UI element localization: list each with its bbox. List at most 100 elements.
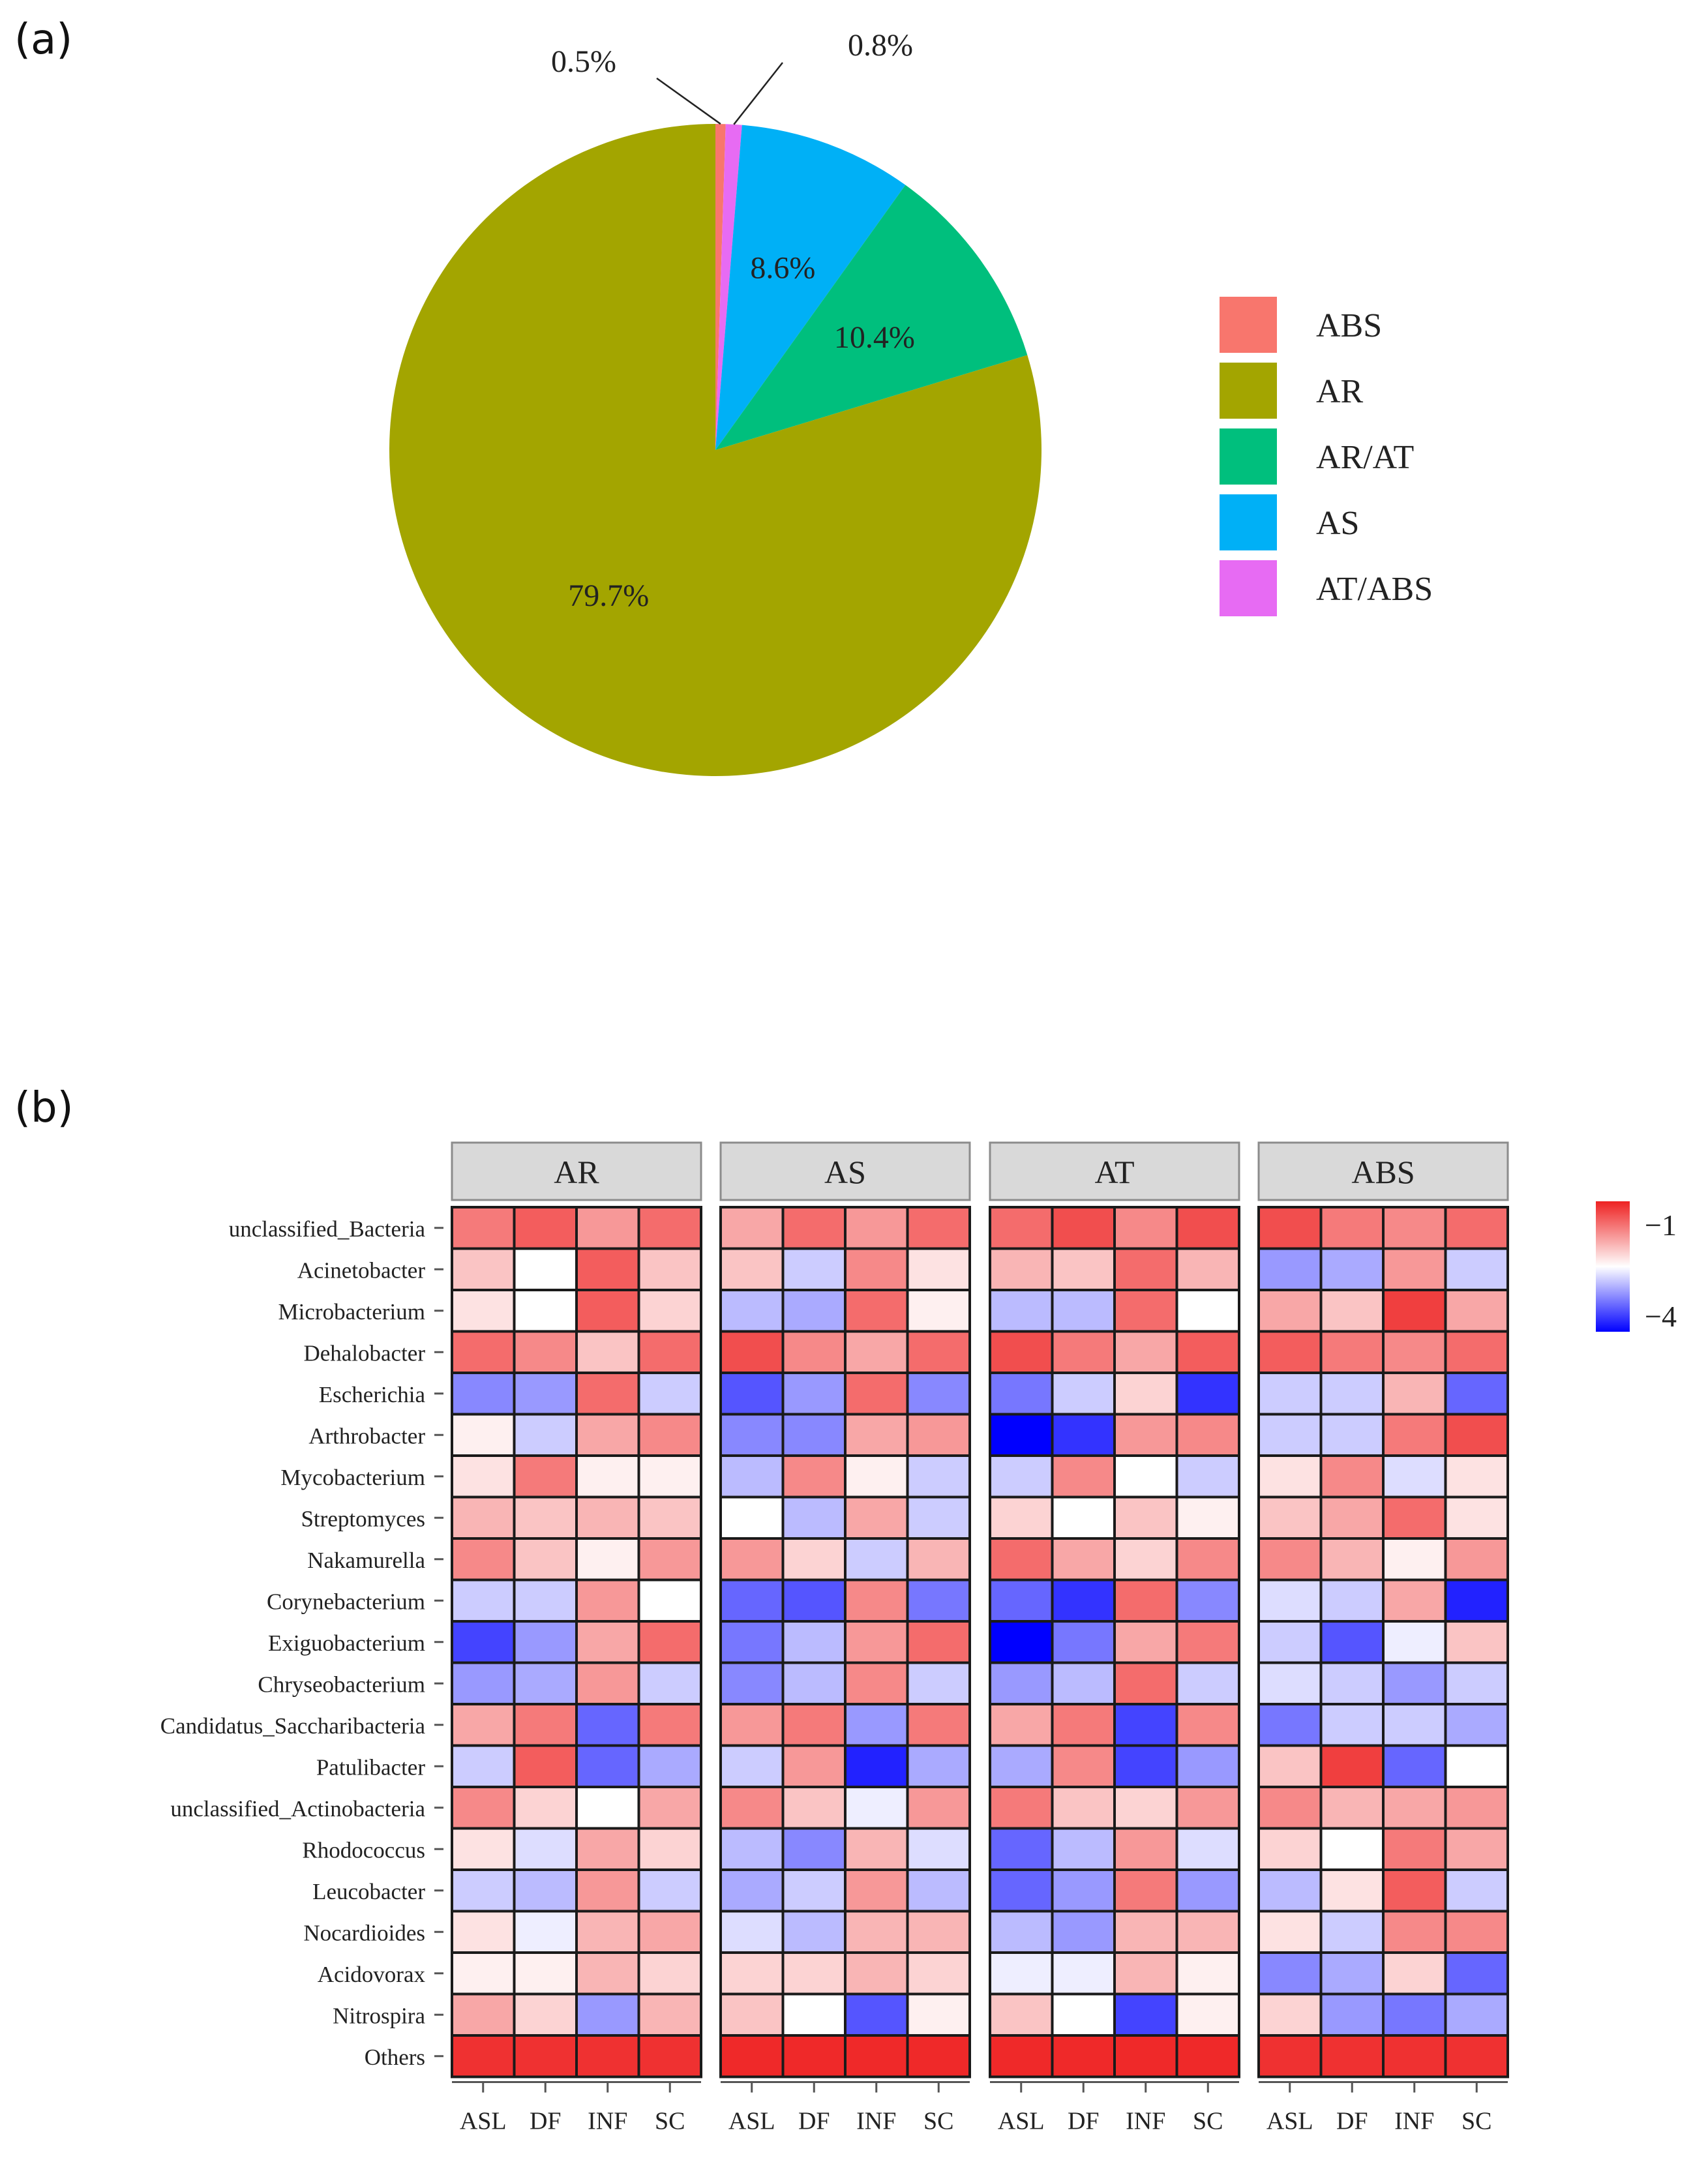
heatmap-cell (989, 1910, 1054, 1954)
heatmap-cell (1382, 1992, 1447, 2037)
heatmap-cell (989, 1868, 1054, 1913)
heatmap-cell (451, 1413, 516, 1457)
heatmap-cell (719, 1537, 785, 1582)
heatmap-cell (513, 1372, 578, 1416)
heatmap-cell (1257, 1786, 1323, 1830)
heatmap-cell (1175, 1992, 1240, 2037)
heatmap-cell (906, 2034, 971, 2078)
heatmap-cell (1319, 1661, 1385, 1705)
x-tick-label: SC (1193, 2108, 1223, 2135)
heatmap-cell (719, 1413, 785, 1457)
heatmap-cell (719, 1289, 785, 1333)
heatmap-cell (1051, 1703, 1116, 1747)
heatmap-cell (844, 1206, 909, 1250)
heatmap-cell (1444, 1537, 1509, 1582)
heatmap-cell (719, 1786, 785, 1830)
heatmap-cell (1382, 1910, 1447, 1954)
y-tick-label: Others (365, 2045, 425, 2070)
heatmap-cell (451, 1744, 516, 1788)
heatmap-cell (1444, 1330, 1509, 1374)
heatmap-cell (719, 1206, 785, 1250)
heatmap-cell (719, 1620, 785, 1664)
heatmap-cell (575, 1578, 640, 1623)
heatmap-cell (1051, 1992, 1116, 2037)
heatmap-cell (451, 1703, 516, 1747)
heatmap-cell (513, 1910, 578, 1954)
colorbar-tick-label: −1 (1645, 1208, 1677, 1242)
heatmap-cell (719, 1578, 785, 1623)
heatmap-cell (781, 1827, 847, 1871)
y-tick-label: Chryseobacterium (258, 1672, 425, 1697)
heatmap-cell (513, 1703, 578, 1747)
heatmap-cell (1175, 1951, 1240, 1996)
heatmap-cell (719, 1454, 785, 1499)
heatmap-cell (513, 1868, 578, 1913)
heatmap-cell (1051, 1868, 1116, 1913)
heatmap-cell (513, 1744, 578, 1788)
heatmap-cell (451, 1827, 516, 1871)
heatmap-cell (575, 1289, 640, 1333)
heatmap-cell (451, 2034, 516, 2078)
heatmap-cell (781, 1744, 847, 1788)
heatmap-cell (1319, 1786, 1385, 1830)
heatmap-cell (451, 1495, 516, 1540)
heatmap-cell (989, 1951, 1054, 1996)
heatmap-cell (844, 1827, 909, 1871)
y-tick-label: Leucobacter (312, 1879, 425, 1904)
y-tick-label: unclassified_Bacteria (229, 1216, 426, 1242)
pie-label-ar: 79.7% (568, 578, 649, 613)
y-tick-label: Nocardioides (303, 1920, 425, 1945)
heatmap-cell (844, 1372, 909, 1416)
heatmap-cell (1319, 1330, 1385, 1374)
heatmap-cell (989, 1330, 1054, 1374)
heatmap-cell (1382, 1413, 1447, 1457)
heatmap-cell (1257, 1330, 1323, 1374)
heatmap-cell (1051, 1537, 1116, 1582)
heatmap-cell (1113, 1578, 1178, 1623)
heatmap-cell (906, 1744, 971, 1788)
heatmap-cell (1444, 1206, 1509, 1250)
heatmap-cell (637, 1247, 702, 1291)
heatmap-cell (1444, 1289, 1509, 1333)
heatmap-cell (451, 1206, 516, 1250)
heatmap-cell (781, 1868, 847, 1913)
heatmap-cell (1382, 1661, 1447, 1705)
legend-label-ar: AR (1316, 373, 1364, 410)
heatmap-cell (575, 1910, 640, 1954)
heatmap-cell (513, 1661, 578, 1705)
x-tick-label: SC (923, 2108, 953, 2135)
colorbar: −1 −4 (1596, 1201, 1677, 1333)
heatmap-cell (1113, 1992, 1178, 2037)
heatmap-cell (513, 1289, 578, 1333)
heatmap-cell (781, 1372, 847, 1416)
heatmap-cell (637, 1330, 702, 1374)
heatmap-cell (1175, 1206, 1240, 1250)
heatmap-cell (575, 1537, 640, 1582)
heatmap-cell (844, 1620, 909, 1664)
heatmap-cell (844, 1703, 909, 1747)
heatmap-cell (451, 1537, 516, 1582)
heatmap-cell (1319, 1372, 1385, 1416)
heatmap-cell (989, 1289, 1054, 1333)
heatmap-cell (1382, 1620, 1447, 1664)
heatmap-cell (451, 1951, 516, 1996)
facet-strip-ar (451, 1141, 702, 1201)
heatmap-cell (1051, 1413, 1116, 1457)
heatmap-cell (637, 1578, 702, 1623)
facet-strip-at (989, 1141, 1240, 1201)
heatmap-cell (1382, 1744, 1447, 1788)
heatmap-cell (1444, 1910, 1509, 1954)
heatmap-cell (1051, 1372, 1116, 1416)
heatmap-cell (719, 1992, 785, 2037)
heatmap-cell (1051, 1495, 1116, 1540)
y-tick-label: Acinetobacter (297, 1257, 426, 1283)
heatmap-cell (1319, 1454, 1385, 1499)
heatmap-cell (1051, 1951, 1116, 1996)
heatmap-cell (451, 1289, 516, 1333)
legend-label-at-abs: AT/ABS (1316, 571, 1433, 608)
heatmap-cell (989, 1454, 1054, 1499)
heatmap-cell (1257, 1868, 1323, 1913)
heatmap-cell (637, 1620, 702, 1664)
heatmap-cell (1444, 1454, 1509, 1499)
